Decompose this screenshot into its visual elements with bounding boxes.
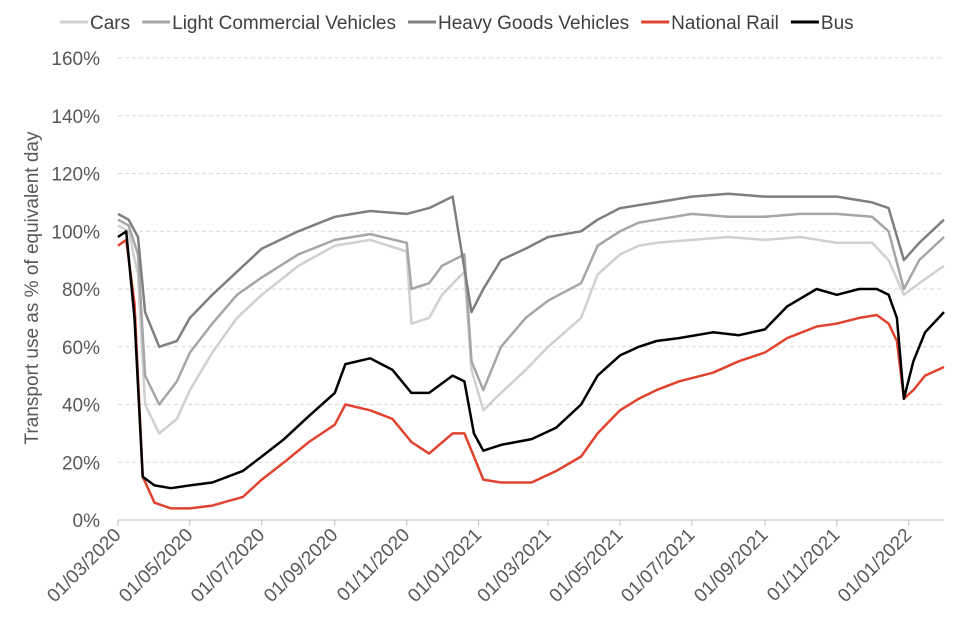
y-tick-label: 100% bbox=[51, 222, 100, 243]
x-axis-ticks: 01/03/202001/05/202001/07/202001/09/2020… bbox=[43, 520, 916, 607]
legend: Cars Light Commercial Vehicles Heavy Goods… bbox=[60, 13, 854, 34]
x-tick-label: 01/03/2021 bbox=[474, 525, 556, 607]
legend-label-bus: Bus bbox=[821, 13, 854, 34]
y-tick-label: 60% bbox=[62, 338, 100, 359]
x-tick-label: 01/11/2020 bbox=[333, 525, 414, 606]
y-tick-label: 0% bbox=[73, 511, 101, 532]
x-tick-label: 01/09/2020 bbox=[260, 525, 342, 607]
y-axis-ticks: 0% 20% 40% 60% 80% 100% 120% 140% 160% bbox=[51, 49, 100, 532]
x-tick-label: 01/09/2021 bbox=[690, 525, 772, 607]
legend-label-heavy-goods-vehicles: Heavy Goods Vehicles bbox=[438, 13, 629, 34]
series-lines bbox=[117, 192, 945, 510]
y-tick-label: 140% bbox=[51, 107, 100, 128]
series-line-national-rail bbox=[117, 238, 945, 510]
x-tick-label: 01/07/2021 bbox=[617, 525, 699, 607]
legend-label-national-rail: National Rail bbox=[671, 13, 779, 34]
x-tick-label: 01/05/2020 bbox=[115, 525, 197, 607]
series-line-bus bbox=[117, 230, 945, 490]
series-line-light-commercial-vehicles bbox=[117, 212, 945, 406]
x-tick-label: 01/11/2021 bbox=[763, 525, 844, 606]
x-tick-label: 01/05/2021 bbox=[545, 525, 627, 607]
x-tick-label: 01/01/2022 bbox=[834, 525, 916, 607]
x-tick-label: 01/03/2020 bbox=[43, 525, 125, 607]
x-tick-label: 01/07/2020 bbox=[187, 525, 269, 607]
y-tick-label: 160% bbox=[51, 49, 100, 70]
legend-label-cars: Cars bbox=[90, 13, 130, 34]
series-line-cars bbox=[117, 224, 945, 435]
y-tick-label: 80% bbox=[62, 280, 100, 301]
gridlines bbox=[118, 57, 944, 521]
legend-label-light-commercial-vehicles: Light Commercial Vehicles bbox=[172, 13, 396, 34]
x-tick-label: 01/01/2021 bbox=[404, 525, 486, 607]
series-line-heavy-goods-vehicles bbox=[117, 192, 945, 349]
y-tick-label: 120% bbox=[51, 165, 100, 186]
y-tick-label: 40% bbox=[62, 396, 100, 417]
y-tick-label: 20% bbox=[62, 453, 100, 474]
y-axis-title: Transport use as % of equivalent day bbox=[22, 131, 43, 444]
